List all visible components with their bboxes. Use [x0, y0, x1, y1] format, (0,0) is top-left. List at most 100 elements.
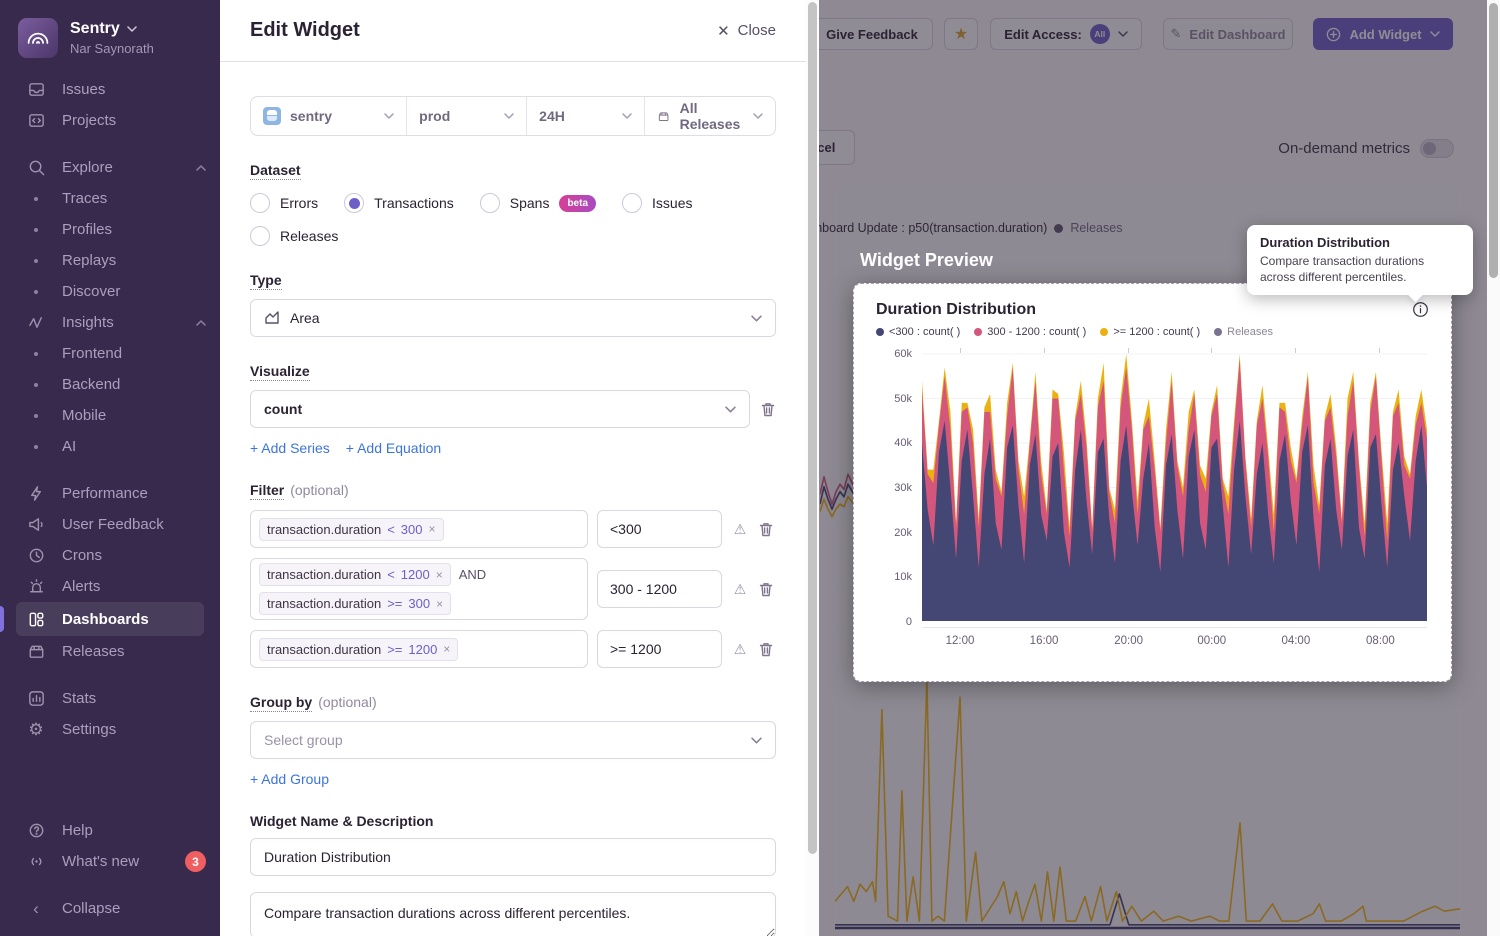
filter-chip[interactable]: transaction.duration <300 × [259, 517, 444, 541]
add-series-link[interactable]: + Add Series [250, 440, 330, 456]
x-axis-labels: 12:00 16:00 20:00 00:00 04:00 08:00 [876, 630, 1429, 652]
widget-preview-card: Duration Distribution <300 : count( ) 30… [853, 283, 1452, 682]
widget-name-input[interactable] [250, 838, 776, 876]
trash-icon[interactable] [758, 581, 776, 598]
remove-chip-icon[interactable]: × [435, 567, 443, 582]
trash-icon[interactable] [760, 401, 776, 418]
org-switcher[interactable]: Sentry Nar Saynorath [0, 14, 220, 74]
sidebar-item-explore[interactable]: Explore [0, 152, 220, 183]
chevron-down-icon [127, 26, 137, 32]
panel-scrollbar[interactable] [806, 0, 819, 936]
bullet-icon [26, 220, 46, 240]
sidebar-item-discover[interactable]: Discover [0, 276, 220, 307]
release-select[interactable]: All Releases [645, 97, 775, 135]
radio-transactions[interactable]: Transactions [344, 193, 454, 213]
add-group-link[interactable]: + Add Group [250, 771, 330, 787]
legend-item[interactable]: 300 - 1200 : count( ) [974, 326, 1086, 338]
radio-errors[interactable]: Errors [250, 193, 318, 213]
filter-chip[interactable]: transaction.duration >= 1200 × [259, 637, 459, 661]
sidebar-item-backend[interactable]: Backend [0, 369, 220, 400]
time-range-select[interactable]: 24H [527, 97, 646, 135]
sidebar-item-profiles[interactable]: Profiles [0, 214, 220, 245]
legend-item[interactable]: <300 : count( ) [876, 326, 960, 338]
chevron-down-icon [753, 113, 763, 119]
sidebar-item-mobile[interactable]: Mobile [0, 400, 220, 431]
project-select[interactable]: sentry [251, 97, 408, 135]
add-equation-link[interactable]: + Add Equation [345, 440, 442, 456]
close-icon: ✕ [717, 22, 730, 40]
y-axis-label: 50k [894, 392, 912, 405]
sidebar-item-label: Frontend [62, 345, 123, 362]
legend-dot-icon [974, 328, 983, 336]
sidebar-item-label: Replays [62, 252, 117, 269]
sidebar-item-dashboards[interactable]: Dashboards [0, 602, 204, 636]
filter-alias-input[interactable] [597, 510, 722, 548]
filter-search-input[interactable]: transaction.duration >= 1200 × [250, 630, 588, 668]
remove-chip-icon[interactable]: × [436, 596, 444, 611]
filter-search-input[interactable]: transaction.duration <1200 × AND transacti… [250, 558, 588, 620]
groupby-select[interactable]: Select group [250, 721, 776, 759]
sidebar-item-crons[interactable]: Crons [0, 540, 220, 571]
sidebar-item-insights[interactable]: Insights [0, 307, 220, 338]
radio-issues[interactable]: Issues [622, 193, 692, 213]
sidebar-item-settings[interactable]: ⚙ Settings [0, 714, 220, 745]
page-scrollbar[interactable] [1487, 0, 1500, 936]
warning-icon[interactable]: ⚠ [733, 640, 747, 657]
close-button[interactable]: ✕ Close [717, 22, 776, 40]
sidebar-item-performance[interactable]: Performance [0, 478, 220, 509]
remove-chip-icon[interactable]: × [443, 642, 451, 656]
radio-releases[interactable]: Releases [250, 226, 776, 246]
scrollbar-thumb[interactable] [808, 2, 817, 854]
issues-icon [26, 80, 46, 100]
filter-alias-input[interactable] [597, 570, 722, 608]
sidebar-item-user-feedback[interactable]: User Feedback [0, 509, 220, 540]
stacked-area-plot [922, 353, 1427, 622]
groupby-label: Group by [250, 694, 313, 712]
trash-icon[interactable] [758, 521, 776, 538]
chevron-down-icon [725, 406, 736, 413]
sidebar-item-ai[interactable]: AI [0, 431, 220, 462]
legend-item[interactable]: Releases [1214, 326, 1273, 338]
warning-icon[interactable]: ⚠ [733, 580, 747, 597]
remove-chip-icon[interactable]: × [428, 522, 436, 536]
filter-search-input[interactable]: transaction.duration <300 × [250, 510, 588, 548]
sidebar-item-stats[interactable]: Stats [0, 683, 220, 714]
chevron-up-icon [196, 320, 206, 326]
chevron-down-icon [504, 113, 514, 119]
filter-alias-input[interactable] [597, 630, 722, 668]
warning-icon[interactable]: ⚠ [733, 520, 747, 537]
sidebar-item-replays[interactable]: Replays [0, 245, 220, 276]
sidebar-item-traces[interactable]: Traces [0, 183, 220, 214]
python-project-icon [263, 107, 281, 125]
sidebar-item-label: Projects [62, 112, 117, 129]
sidebar-item-frontend[interactable]: Frontend [0, 338, 220, 369]
type-label: Type [250, 272, 282, 290]
filter-chip[interactable]: transaction.duration <1200 × [259, 563, 451, 586]
visualize-select[interactable]: count [250, 390, 750, 428]
sidebar-item-whats-new[interactable]: What's new 3 [0, 846, 220, 877]
filter-row: transaction.duration>=1200× ⚠ [250, 630, 776, 668]
sidebar-item-issues[interactable]: Issues [0, 74, 220, 105]
environment-select[interactable]: prod [407, 97, 528, 135]
type-select[interactable]: Area [250, 299, 776, 337]
sidebar-item-alerts[interactable]: Alerts [0, 571, 220, 602]
radio-spans[interactable]: Spans beta [479, 193, 597, 213]
sidebar-collapse-button[interactable]: ‹ Collapse [0, 893, 220, 924]
filter-chip[interactable]: transaction.duration >= 300 × [259, 592, 452, 615]
chart-legend: <300 : count( ) 300 - 1200 : count( ) >=… [876, 326, 1429, 338]
legend-item[interactable]: >= 1200 : count( ) [1100, 326, 1200, 338]
widget-preview-heading: Widget Preview [860, 250, 993, 270]
sidebar-item-projects[interactable]: Projects [0, 105, 220, 136]
info-icon[interactable] [1412, 301, 1429, 318]
widget-description-textarea[interactable]: Compare transaction durations across dif… [250, 892, 776, 936]
trash-icon[interactable] [758, 641, 776, 658]
megaphone-icon [26, 515, 46, 535]
scrollbar-thumb[interactable] [1489, 3, 1498, 278]
bullet-icon [26, 251, 46, 271]
sidebar-item-label: Stats [62, 690, 97, 707]
sidebar-item-releases[interactable]: Releases [0, 636, 220, 667]
bullet-icon [26, 282, 46, 302]
x-axis-label: 12:00 [945, 635, 975, 647]
y-axis-label: 40k [894, 437, 912, 450]
sidebar-item-help[interactable]: Help [0, 815, 220, 846]
